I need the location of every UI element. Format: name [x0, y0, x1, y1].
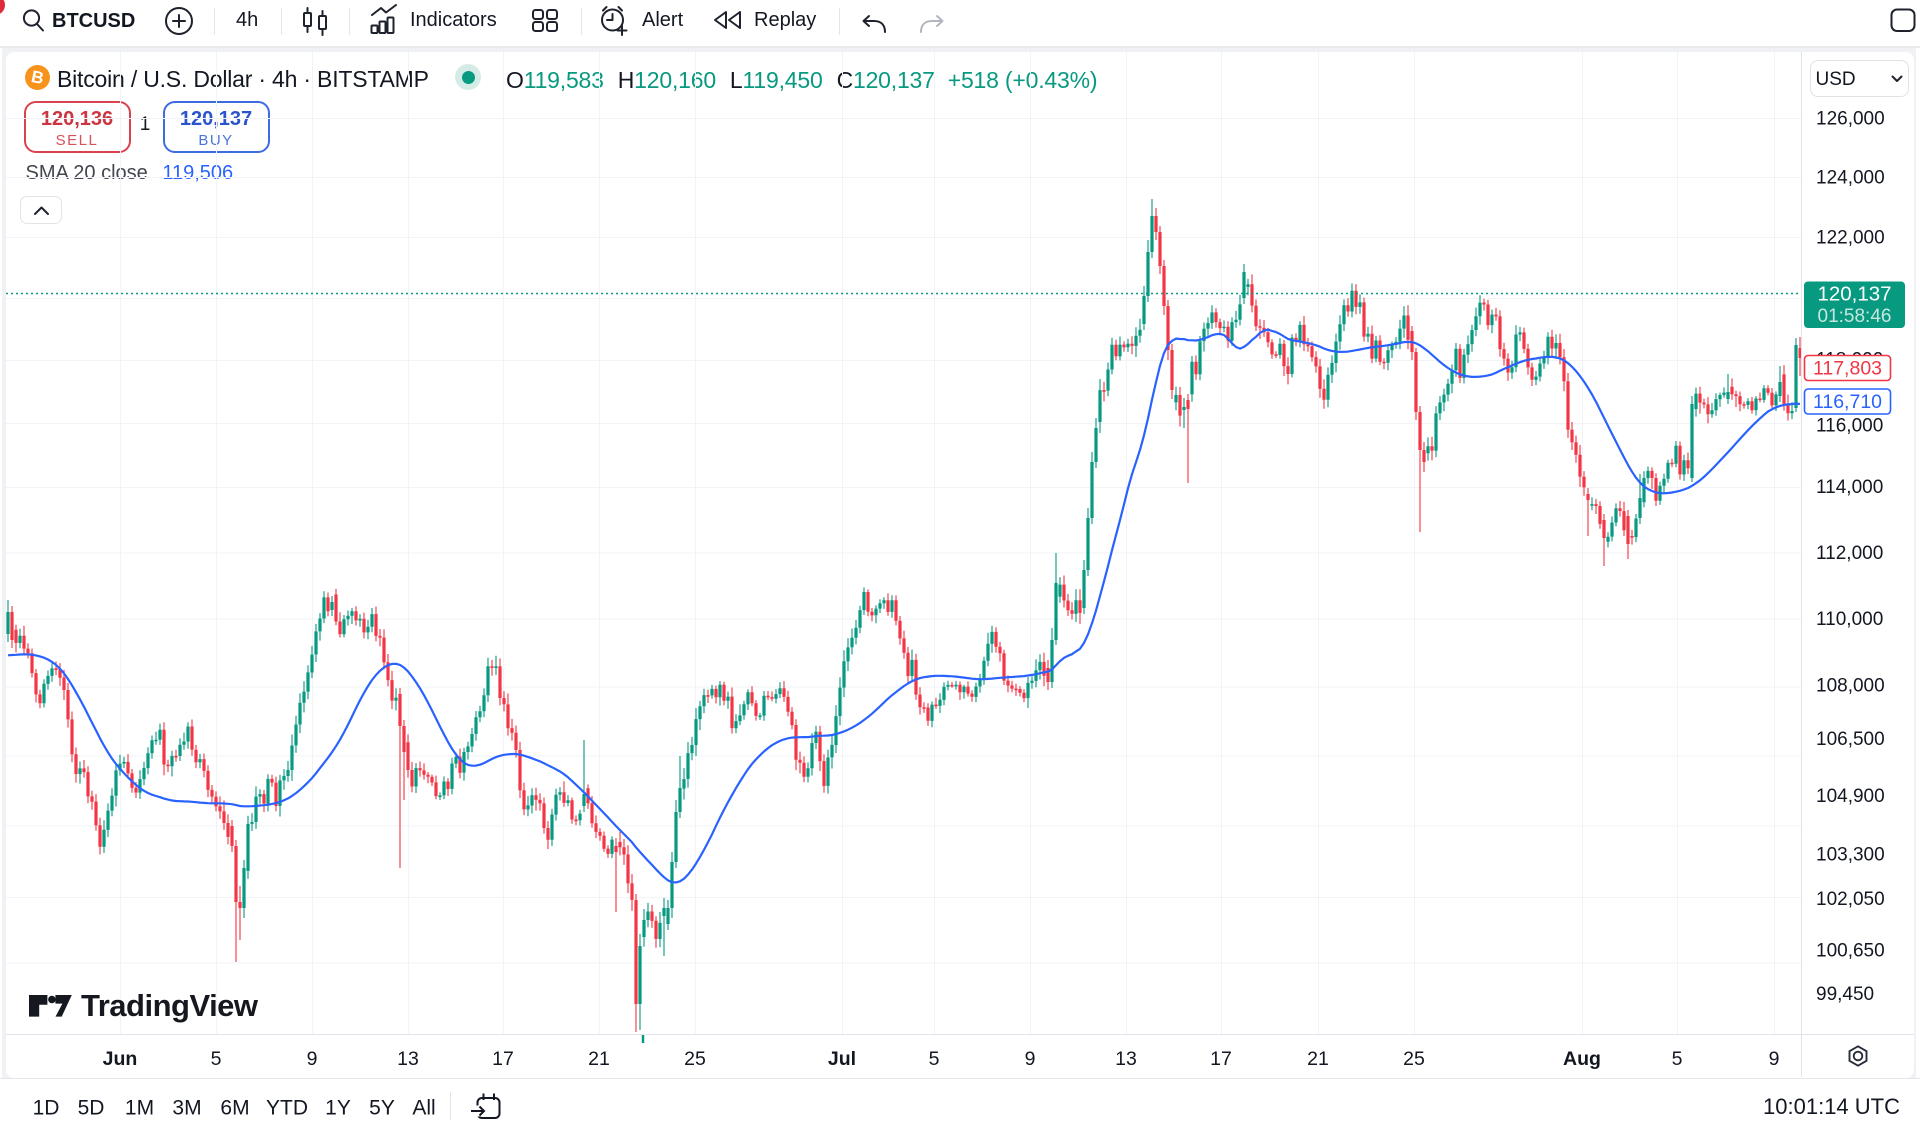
svg-text:All: All — [412, 1097, 435, 1120]
svg-text:17: 17 — [492, 1048, 514, 1070]
svg-text:17: 17 — [1210, 1048, 1232, 1070]
svg-text:01:58:46: 01:58:46 — [1818, 306, 1892, 327]
svg-text:5Y: 5Y — [369, 1097, 395, 1120]
svg-text:9: 9 — [1769, 1048, 1780, 1070]
svg-text:13: 13 — [1115, 1048, 1137, 1070]
svg-text:25: 25 — [1403, 1048, 1425, 1070]
svg-text:1Y: 1Y — [325, 1097, 351, 1120]
svg-text:Aug: Aug — [1563, 1048, 1601, 1070]
svg-text:124,000: 124,000 — [1816, 167, 1885, 188]
svg-text:99,450: 99,450 — [1816, 984, 1874, 1005]
svg-text:21: 21 — [1307, 1048, 1329, 1070]
svg-text:5: 5 — [1672, 1048, 1683, 1070]
svg-text:116,000: 116,000 — [1816, 415, 1883, 436]
svg-text:Jul: Jul — [828, 1048, 856, 1070]
svg-text:5: 5 — [211, 1048, 222, 1070]
svg-text:106,500: 106,500 — [1816, 729, 1885, 750]
svg-text:126,000: 126,000 — [1816, 108, 1885, 129]
svg-text:5D: 5D — [78, 1097, 105, 1120]
svg-text:13: 13 — [397, 1048, 419, 1070]
svg-text:117,803: 117,803 — [1813, 358, 1882, 380]
svg-text:110,000: 110,000 — [1816, 609, 1883, 630]
svg-text:104,900: 104,900 — [1816, 786, 1885, 807]
svg-text:Jun: Jun — [103, 1048, 138, 1070]
svg-text:102,050: 102,050 — [1816, 889, 1885, 910]
svg-text:25: 25 — [684, 1048, 706, 1070]
svg-text:YTD: YTD — [266, 1097, 308, 1120]
svg-text:TradingView: TradingView — [81, 988, 259, 1023]
svg-text:122,000: 122,000 — [1816, 227, 1885, 248]
svg-text:1D: 1D — [33, 1097, 60, 1120]
svg-text:112,000: 112,000 — [1816, 543, 1883, 564]
svg-text:1M: 1M — [125, 1097, 154, 1120]
svg-text:120,137: 120,137 — [1817, 283, 1891, 306]
svg-text:3M: 3M — [172, 1097, 201, 1120]
svg-text:9: 9 — [1025, 1048, 1036, 1070]
svg-text:103,300: 103,300 — [1816, 844, 1885, 865]
svg-text:114,000: 114,000 — [1816, 477, 1883, 498]
svg-text:10:01:14 UTC: 10:01:14 UTC — [1763, 1094, 1900, 1119]
svg-text:100,650: 100,650 — [1816, 940, 1885, 961]
svg-text:5: 5 — [929, 1048, 940, 1070]
svg-text:108,000: 108,000 — [1816, 675, 1885, 696]
svg-text:21: 21 — [588, 1048, 610, 1070]
svg-text:9: 9 — [307, 1048, 318, 1070]
svg-text:6M: 6M — [220, 1097, 249, 1120]
svg-text:116,710: 116,710 — [1813, 391, 1882, 413]
